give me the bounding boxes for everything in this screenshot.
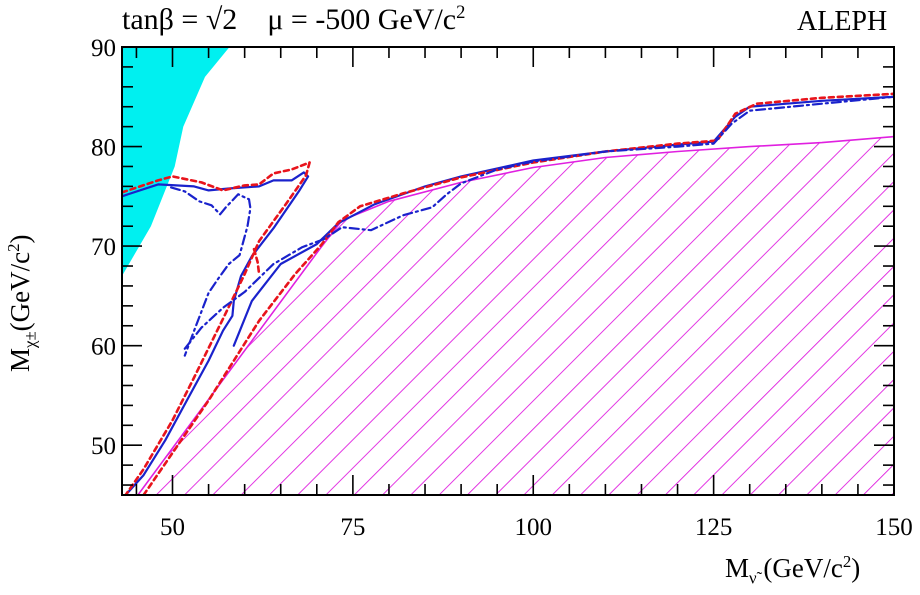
x-tick-label: 125 <box>695 514 733 541</box>
y-axis-label-close: ) <box>5 234 35 244</box>
x-axis-label-main: M <box>725 553 750 583</box>
y-axis-label-main: M <box>5 347 35 372</box>
x-tick-label: 75 <box>340 514 365 541</box>
plot-frame <box>121 46 895 496</box>
experiment-label: ALEPH <box>797 6 888 37</box>
y-axis-label: Mχ±(GeV/c2) <box>4 235 40 372</box>
x-axis-label-sub: ν̃ <box>749 568 757 588</box>
series-red-dash-6 <box>252 247 261 276</box>
x-axis-label-close: ) <box>851 553 861 583</box>
y-axis-label-unit: (GeV/c <box>5 251 35 332</box>
y-tick-label: 70 <box>91 234 116 261</box>
series-blue-dashdot-7 <box>170 186 252 357</box>
x-tick-label: 50 <box>160 514 185 541</box>
x-tick-label: 100 <box>515 514 553 541</box>
y-tick-label: 50 <box>91 433 116 460</box>
series-blue-dashdot-8 <box>183 95 894 350</box>
y-axis-label-unit-exponent: 2 <box>4 243 23 252</box>
x-axis-label-unit-exponent: 2 <box>842 552 852 571</box>
header-parameters: tanβ = √2 μ = -500 GeV/c2 <box>122 2 465 37</box>
series-cyan-fill-0 <box>122 47 230 276</box>
x-axis-label-unit: (GeV/c <box>756 553 843 583</box>
mu-label: μ = -500 GeV/c <box>267 3 457 36</box>
y-tick-label: 90 <box>91 35 116 62</box>
y-axis-label-sub: χ± <box>20 331 40 348</box>
series-magenta-hatch-1 <box>137 135 894 495</box>
series-red-dash-4 <box>122 161 311 495</box>
mu-unit-exponent: 2 <box>456 2 466 23</box>
tanb-label: tanβ = √2 <box>122 3 238 36</box>
x-tick-label: 150 <box>875 514 913 541</box>
y-tick-label: 80 <box>91 135 116 162</box>
y-tick-label: 60 <box>91 334 116 361</box>
series-red-dash-5 <box>142 92 894 495</box>
x-axis-label: Mν̃ (GeV/c2) <box>725 552 860 588</box>
